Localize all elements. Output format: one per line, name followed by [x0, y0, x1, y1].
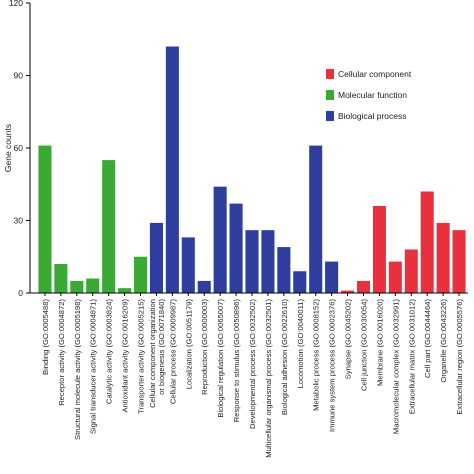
bar: [70, 280, 84, 293]
x-tick-label: Extracellular matrix (GO:0031012): [407, 299, 416, 415]
bar: [118, 288, 132, 293]
legend-swatch: [326, 90, 334, 100]
y-axis: 0 30 60 90 120: [9, 0, 31, 298]
bar: [436, 222, 450, 293]
x-tick-label: Biological regulation (GO:0065007): [216, 299, 225, 418]
x-tick-label: Metabolic process (GO:0008152): [312, 299, 321, 411]
bar: [404, 249, 418, 293]
x-tick-label: Antioxidant activity (GO:0016209): [121, 299, 130, 413]
x-tick-label: Cell junction (GO:0030054): [359, 299, 368, 391]
x-tick-label: Cell part (GO:0044464): [423, 299, 432, 378]
bar: [372, 206, 386, 293]
x-tick-label: Extracellular region (GO:0005576): [455, 299, 464, 415]
x-tick-label: Signal transducer activity (GO:0004871): [89, 299, 98, 435]
x-tick-label: Immune system process (GO:0002376): [328, 299, 337, 432]
bar: [102, 160, 116, 293]
x-tick-label: Response to stimulus (GO:0050896): [232, 299, 241, 423]
legend-swatch: [326, 111, 334, 121]
x-tick-label: Locomotion (GO:0040011): [296, 299, 305, 389]
y-tick-label: 120: [9, 0, 23, 8]
bar: [325, 261, 339, 293]
bars-group: [38, 46, 466, 293]
bar: [165, 46, 179, 293]
bar: [213, 186, 227, 293]
bar: [293, 271, 307, 293]
x-tick-label: Catalytic activity (GO:0003824): [105, 299, 114, 405]
bar: [309, 145, 323, 293]
y-tick-label: 30: [14, 216, 24, 226]
x-tick-label: Transporter activity (GO:0005215): [137, 299, 146, 414]
legend-label: Cellular component: [338, 69, 412, 79]
y-tick-label: 60: [14, 143, 24, 153]
legend: Cellular component Molecular function Biol…: [326, 69, 412, 121]
x-tick-label: Binding (GO:0005488): [41, 299, 50, 375]
bar: [245, 230, 259, 293]
x-tick-label: Multicellular organismal process (GO:003…: [264, 299, 273, 458]
x-tick-label: Structural molecule activity (GO:0005198…: [73, 299, 82, 440]
x-tick-label: Biological adhesion (GO:0022610): [280, 299, 289, 416]
bar: [341, 290, 355, 293]
x-tick-label: Reproduction (GO:0000003): [200, 299, 209, 395]
x-axis-labels: Binding (GO:0005488) Receptor activity (G…: [41, 299, 464, 458]
legend-swatch: [326, 69, 334, 79]
bar: [197, 280, 211, 293]
bar: [452, 230, 466, 293]
x-tick-label: Receptor activity (GO:0004872): [57, 299, 66, 406]
y-axis-title: Gene counts: [3, 124, 13, 172]
bar: [229, 203, 243, 293]
bar: [261, 230, 275, 293]
bar: [38, 145, 52, 293]
x-tick-label: Organelle (GO:0043226): [439, 299, 448, 383]
x-tick-label: Synapse (GO:0045202): [344, 299, 353, 380]
legend-label: Molecular function: [338, 90, 407, 100]
bar: [86, 278, 100, 293]
bar: [420, 191, 434, 293]
x-tick-label: or biogenesis (GO:0071840): [157, 299, 166, 395]
x-tick-label: Cellular component organization: [148, 299, 157, 408]
x-tick-label: Cellular process (GO:0009987): [168, 299, 177, 405]
y-tick-label: 90: [14, 71, 24, 81]
legend-label: Biological process: [338, 111, 407, 121]
bar: [277, 247, 291, 293]
y-tick-label: 0: [18, 288, 23, 298]
x-tick-label: Localization (GO:0051179): [184, 299, 193, 390]
bar: [388, 261, 402, 293]
bar: [133, 256, 148, 293]
bar: [356, 280, 371, 293]
x-tick-label: Developmental process (GO:0032502): [248, 299, 257, 429]
bar: [149, 222, 163, 293]
x-axis: [30, 292, 468, 296]
x-tick-label: Macromolecular complex (GO:0032991): [391, 299, 400, 435]
bar: [181, 237, 195, 293]
x-tick-label: Membrane (GO:0016020): [375, 299, 384, 386]
bar: [54, 264, 68, 293]
